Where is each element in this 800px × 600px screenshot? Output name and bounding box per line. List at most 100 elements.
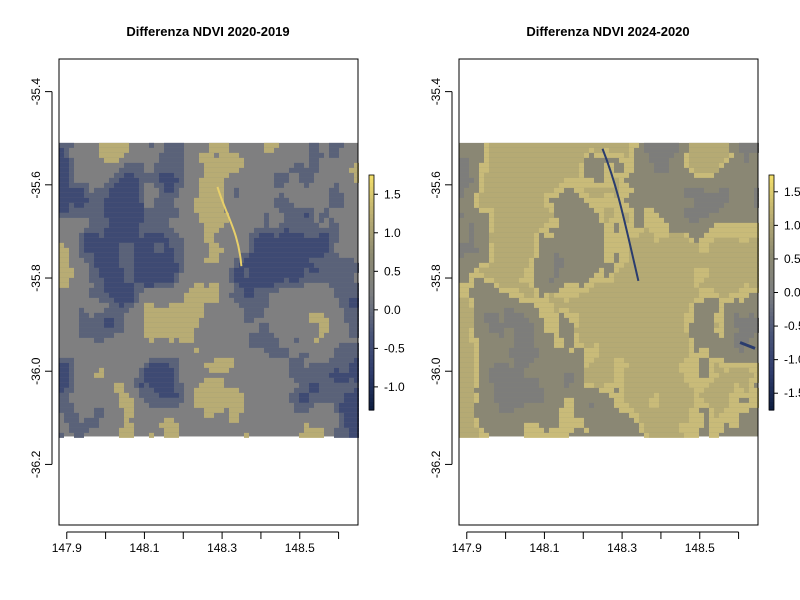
raster-cell (574, 177, 579, 183)
raster-cell (609, 162, 614, 168)
raster-cell (534, 212, 539, 218)
raster-cell (669, 402, 674, 408)
raster-cell (749, 382, 754, 388)
raster-cell (529, 277, 534, 283)
raster-cell (479, 427, 484, 433)
raster-cell (144, 392, 149, 398)
raster-cell (649, 412, 654, 418)
raster-cell (109, 187, 114, 193)
raster-cell (309, 367, 314, 373)
raster-cell (219, 212, 224, 218)
raster-cell (144, 377, 149, 383)
raster-cell (194, 307, 199, 313)
raster-cell (669, 267, 674, 273)
raster-cell (339, 202, 344, 208)
raster-cell (604, 177, 609, 183)
raster-cell (494, 177, 499, 183)
raster-cell (639, 367, 644, 373)
raster-cell (334, 377, 339, 383)
raster-cell (69, 412, 74, 418)
raster-cell (579, 327, 584, 333)
raster-cell (234, 392, 239, 398)
raster-cell (104, 287, 109, 293)
raster-cell (174, 332, 179, 338)
raster-cell (189, 302, 194, 308)
raster-cell (509, 312, 514, 318)
raster-cell (144, 217, 149, 223)
raster-cell (569, 162, 574, 168)
raster-cell (589, 327, 594, 333)
raster-cell (119, 142, 124, 148)
raster-cell (559, 262, 564, 268)
raster-cell (589, 202, 594, 208)
colorbar-segment (769, 194, 774, 200)
raster-cell (124, 232, 129, 238)
raster-cell (529, 357, 534, 363)
raster-cell (274, 277, 279, 283)
raster-cell (584, 337, 589, 343)
raster-cell (659, 412, 664, 418)
raster-cell (619, 362, 624, 368)
raster-cell (94, 217, 99, 223)
raster-cell (204, 292, 209, 298)
raster-cell (489, 327, 494, 333)
raster-cell (544, 302, 549, 308)
raster-cell (219, 217, 224, 223)
raster-cell (699, 247, 704, 253)
raster-cell (294, 257, 299, 263)
raster-cell (739, 142, 744, 148)
raster-cell (489, 147, 494, 153)
raster-cell (719, 257, 724, 263)
raster-cell (649, 157, 654, 163)
raster-cell (684, 342, 689, 348)
raster-cell (674, 267, 679, 273)
raster-cell (219, 357, 224, 363)
raster-cell (684, 312, 689, 318)
raster-cell (264, 272, 269, 278)
colorbar-segment (369, 280, 374, 286)
y-tick-label: -35.4 (29, 78, 43, 106)
raster-cell (469, 342, 474, 348)
raster-cell (644, 352, 649, 358)
raster-cell (634, 307, 639, 313)
colorbar-segment (769, 398, 774, 403)
raster-cell (624, 247, 629, 253)
raster-cell (264, 217, 269, 223)
raster-cell (704, 212, 709, 218)
raster-cell (624, 152, 629, 158)
colorbar-tick-label: 0.0 (384, 303, 401, 317)
raster-cell (589, 367, 594, 373)
raster-cell (244, 272, 249, 278)
colorbar-segment (769, 210, 774, 215)
colorbar-segment (369, 214, 374, 219)
raster-cell (624, 182, 629, 188)
raster-cell (589, 357, 594, 363)
raster-cell (544, 207, 549, 213)
colorbar-tick-label: 1.0 (384, 226, 401, 240)
raster-cell (104, 267, 109, 273)
raster-cell (624, 207, 629, 213)
raster-cell (509, 367, 514, 373)
raster-cell (469, 382, 474, 388)
raster-cell (309, 222, 314, 228)
raster-cell (474, 357, 479, 363)
raster-cell (299, 242, 304, 248)
raster-cell (334, 357, 339, 363)
raster-cell (744, 407, 749, 413)
raster-cell (154, 237, 159, 243)
raster-cell (69, 197, 74, 203)
colorbar-segment (369, 304, 374, 309)
raster-cell (509, 317, 514, 323)
raster-cell (274, 247, 279, 253)
raster-cell (229, 402, 234, 408)
raster-cell (154, 212, 159, 218)
raster-cell (549, 297, 554, 303)
raster-cell (724, 192, 729, 198)
colorbar-segment (769, 390, 774, 395)
raster-cell (529, 197, 534, 203)
raster-cell (84, 237, 89, 243)
raster-cell (699, 412, 704, 418)
raster-cell (594, 197, 599, 203)
raster-cell (269, 252, 274, 258)
raster-cell (754, 147, 759, 153)
